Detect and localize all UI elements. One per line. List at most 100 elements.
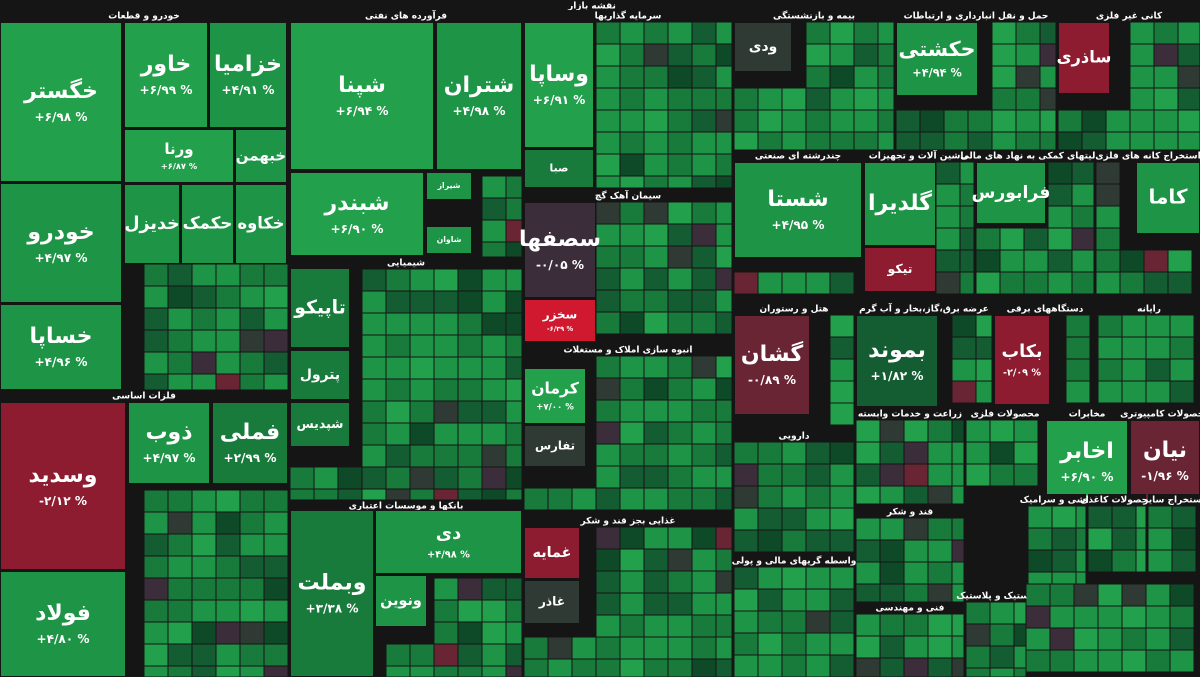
small-tile <box>644 466 668 488</box>
stock-change: +۷/۰۰ % <box>536 402 574 412</box>
small-tile <box>1146 584 1170 606</box>
small-tile <box>830 611 854 633</box>
small-tile <box>620 132 644 154</box>
small-tile <box>668 400 692 422</box>
small-tile <box>216 490 240 512</box>
small-tile <box>216 666 240 677</box>
stock-symbol: خبهمن <box>236 147 286 165</box>
small-tile <box>1144 250 1168 272</box>
small-tile <box>572 637 596 659</box>
small-tile <box>264 352 288 374</box>
stock-symbol: بکاب <box>1002 342 1043 362</box>
small-tile <box>1112 506 1136 528</box>
sector-name: چندرشته ای صنعتی <box>755 152 841 162</box>
small-tile <box>734 508 758 530</box>
small-tile <box>1026 584 1050 606</box>
small-tile <box>692 400 716 422</box>
stock-symbol: حکشتی <box>898 37 975 61</box>
small-tile <box>240 644 264 666</box>
stock-tile <box>524 580 580 624</box>
sector-header <box>524 344 732 355</box>
small-tile <box>168 556 192 578</box>
small-tile <box>240 490 264 512</box>
small-tile <box>620 176 644 188</box>
small-tile <box>1170 315 1194 337</box>
small-tile <box>668 488 692 510</box>
small-tile <box>936 272 960 294</box>
small-tile <box>976 337 992 359</box>
small-tile <box>1168 250 1192 272</box>
small-tile <box>952 464 964 486</box>
small-tile <box>386 379 410 401</box>
small-tile <box>264 578 288 600</box>
small-tile <box>928 518 952 540</box>
small-tile <box>192 512 216 534</box>
small-tile <box>596 571 620 593</box>
small-tile <box>716 154 732 176</box>
small-tile <box>620 659 644 677</box>
small-tile <box>482 666 506 677</box>
small-tile <box>1178 22 1200 44</box>
small-tile <box>240 666 264 677</box>
small-tile <box>856 486 880 504</box>
small-tile <box>410 291 434 313</box>
small-tile <box>410 644 434 666</box>
small-tile <box>854 110 878 132</box>
small-tile <box>1106 110 1130 132</box>
small-tile <box>144 374 168 390</box>
small-tile <box>410 423 434 445</box>
small-tile <box>668 176 692 188</box>
small-tile <box>482 198 506 220</box>
small-tile <box>668 22 692 44</box>
stock-symbol: شیراز <box>437 181 461 190</box>
small-tile <box>758 88 782 110</box>
small-tile <box>1122 650 1146 672</box>
small-tile <box>596 378 620 400</box>
small-tile <box>692 593 716 615</box>
small-tile <box>830 132 854 150</box>
small-tile <box>386 291 410 313</box>
small-tile <box>434 335 458 357</box>
small-tile <box>144 490 168 512</box>
small-tile <box>386 335 410 357</box>
stock-change: +۶/۹۰ % <box>1060 470 1113 484</box>
small-tile <box>856 562 880 584</box>
small-tile <box>620 615 644 637</box>
small-tile <box>524 637 548 659</box>
small-tile <box>506 313 522 335</box>
small-tile <box>1016 132 1040 150</box>
small-tile <box>482 379 506 401</box>
small-tile <box>596 488 620 510</box>
small-tile <box>168 374 192 390</box>
small-tile <box>458 357 482 379</box>
small-tile <box>806 22 830 44</box>
small-tile <box>482 578 506 600</box>
small-tile <box>572 488 596 510</box>
stock-symbol: شپدیس <box>297 416 344 431</box>
stock-symbol: بموند <box>868 338 926 363</box>
small-tile <box>506 242 522 257</box>
small-tile <box>644 110 668 132</box>
small-tile <box>192 578 216 600</box>
stock-tile <box>124 22 208 128</box>
sector-header <box>290 500 522 511</box>
sector-name: شیمیایی <box>387 259 425 269</box>
stock-change: +۶/۹۹ % <box>139 83 192 97</box>
small-tile <box>524 659 548 677</box>
small-tile <box>716 615 732 637</box>
stock-tile <box>896 22 978 96</box>
stock-symbol: حکمک <box>183 214 233 233</box>
small-tile <box>216 600 240 622</box>
small-tile <box>928 442 952 464</box>
small-tile <box>1154 110 1178 132</box>
small-tile <box>1050 584 1074 606</box>
stock-tile <box>426 226 472 254</box>
small-tile <box>758 486 782 508</box>
small-tile <box>386 269 410 291</box>
sector-name: کاشی و سرامیک <box>1020 496 1095 506</box>
small-tile <box>782 508 806 530</box>
small-tile <box>952 584 964 602</box>
small-tile <box>830 381 854 403</box>
small-tile <box>1066 337 1090 359</box>
